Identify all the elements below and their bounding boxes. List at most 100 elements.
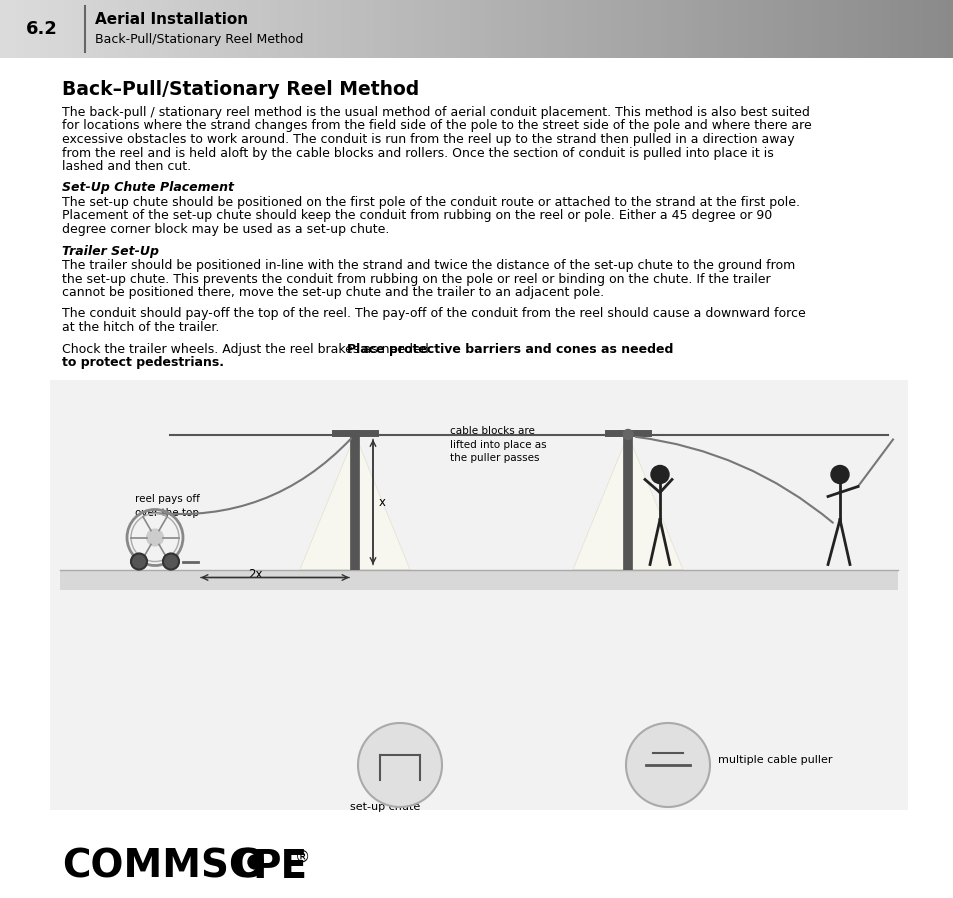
Bar	[143, 0, 152, 58]
Text: The back-pull / stationary reel method is the usual method of aerial conduit pla: The back-pull / stationary reel method i…	[62, 106, 809, 119]
Bar	[913, 0, 923, 58]
Bar	[659, 0, 668, 58]
Bar	[739, 0, 747, 58]
Circle shape	[163, 553, 179, 569]
Bar	[929, 0, 938, 58]
Bar	[596, 0, 604, 58]
Bar	[357, 0, 366, 58]
Bar	[254, 0, 263, 58]
Text: The set-up chute should be positioned on the first pole of the conduit route or : The set-up chute should be positioned on…	[62, 196, 800, 209]
Circle shape	[357, 723, 441, 807]
Bar	[865, 0, 875, 58]
Bar	[524, 0, 533, 58]
Bar	[460, 0, 470, 58]
Text: 6.2: 6.2	[26, 20, 58, 38]
Bar	[779, 0, 787, 58]
Text: Chock the trailer wheels. Adjust the reel brakes as needed.: Chock the trailer wheels. Adjust the ree…	[62, 342, 436, 356]
Bar	[636, 0, 644, 58]
Bar	[898, 0, 906, 58]
Bar	[159, 0, 168, 58]
Bar	[389, 0, 398, 58]
Bar	[882, 0, 890, 58]
Bar	[286, 0, 294, 58]
Bar	[174, 0, 184, 58]
Bar	[350, 0, 358, 58]
Bar	[445, 0, 454, 58]
Bar	[683, 0, 692, 58]
Bar	[802, 0, 811, 58]
Text: lashed and then cut.: lashed and then cut.	[62, 160, 191, 173]
Bar	[64, 0, 72, 58]
Bar	[79, 0, 89, 58]
Polygon shape	[573, 435, 682, 569]
Bar	[222, 0, 232, 58]
Bar	[619, 0, 628, 58]
Text: The conduit should pay-off the top of the reel. The pay-off of the conduit from : The conduit should pay-off the top of th…	[62, 307, 805, 321]
Text: Back–Pull/Stationary Reel Method: Back–Pull/Stationary Reel Method	[62, 80, 418, 99]
Bar	[95, 0, 104, 58]
Bar	[71, 0, 80, 58]
Text: COMMSC: COMMSC	[62, 848, 257, 886]
Bar	[238, 0, 247, 58]
Circle shape	[131, 553, 147, 569]
Bar	[746, 0, 756, 58]
Bar	[707, 0, 716, 58]
Bar	[794, 0, 803, 58]
Bar	[55, 0, 65, 58]
Bar	[278, 0, 287, 58]
Bar	[484, 0, 494, 58]
Text: ®: ®	[294, 850, 310, 865]
Bar	[540, 0, 549, 58]
Bar	[532, 0, 541, 58]
Bar	[493, 0, 501, 58]
Bar	[517, 0, 525, 58]
Bar	[579, 0, 589, 58]
Circle shape	[625, 723, 709, 807]
Circle shape	[248, 855, 262, 869]
Bar	[691, 0, 700, 58]
Text: at the hitch of the trailer.: at the hitch of the trailer.	[62, 321, 219, 334]
Polygon shape	[299, 435, 410, 569]
Bar	[405, 0, 414, 58]
Text: 2x: 2x	[248, 568, 262, 580]
Bar	[302, 0, 311, 58]
Bar	[731, 0, 740, 58]
Text: cable blocks are
lifted into place as
the puller passes: cable blocks are lifted into place as th…	[450, 427, 546, 462]
Text: for locations where the strand changes from the field side of the pole to the st: for locations where the strand changes f…	[62, 119, 811, 133]
Bar	[834, 0, 842, 58]
Bar	[588, 0, 597, 58]
Bar	[755, 0, 763, 58]
Text: the set-up chute. This prevents the conduit from rubbing on the pole or reel or : the set-up chute. This prevents the cond…	[62, 272, 770, 286]
Bar	[667, 0, 676, 58]
Bar	[826, 0, 835, 58]
Text: The trailer should be positioned in-line with the strand and twice the distance : The trailer should be positioned in-line…	[62, 259, 795, 272]
Circle shape	[650, 465, 668, 483]
Bar	[183, 0, 192, 58]
Bar	[231, 0, 239, 58]
Bar	[905, 0, 914, 58]
Circle shape	[147, 530, 163, 545]
Bar	[889, 0, 899, 58]
Bar	[262, 0, 271, 58]
Bar	[643, 0, 652, 58]
Bar	[60, 569, 897, 589]
Text: multiple cable puller: multiple cable puller	[718, 755, 832, 765]
Text: x: x	[378, 496, 386, 508]
Bar	[436, 0, 446, 58]
Bar	[453, 0, 461, 58]
Bar	[722, 0, 732, 58]
Text: Place protective barriers and cones as needed: Place protective barriers and cones as n…	[347, 342, 673, 356]
Text: from the reel and is held aloft by the cable blocks and rollers. Once the sectio: from the reel and is held aloft by the c…	[62, 146, 773, 160]
Text: set-up chute: set-up chute	[350, 802, 420, 812]
Bar	[476, 0, 485, 58]
Bar	[922, 0, 930, 58]
Bar	[88, 0, 96, 58]
Bar	[103, 0, 112, 58]
Bar	[500, 0, 509, 58]
Bar	[294, 0, 303, 58]
Bar	[326, 0, 335, 58]
Bar	[858, 0, 866, 58]
Bar	[818, 0, 827, 58]
Bar	[937, 0, 946, 58]
Bar	[16, 0, 25, 58]
